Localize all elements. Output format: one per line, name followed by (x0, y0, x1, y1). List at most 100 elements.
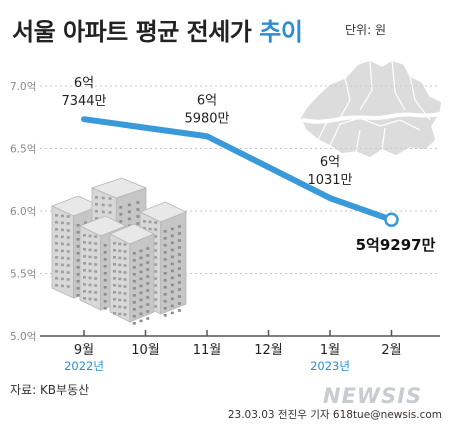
building-window (177, 288, 181, 291)
building-window (136, 208, 140, 211)
building-window (83, 241, 86, 244)
building-window (55, 221, 58, 224)
building-window (60, 221, 64, 225)
y-tick-label: 6.5억 (10, 144, 36, 156)
building-window (154, 249, 158, 252)
building-window (170, 262, 174, 266)
building-window (103, 272, 107, 275)
building-window (170, 227, 174, 231)
building-window (170, 283, 174, 287)
building-window (123, 292, 127, 295)
building-window (123, 243, 127, 246)
building-window (94, 256, 98, 259)
chart-title: 서울 아파트 평균 전세가 추이 (12, 12, 303, 47)
building-window (177, 253, 181, 256)
building-window (94, 242, 98, 245)
building-window (163, 286, 167, 289)
building-window (95, 203, 98, 206)
data-label: 7344만 (61, 94, 106, 109)
building-window (88, 234, 92, 238)
building-window (60, 256, 64, 260)
building-window (163, 307, 167, 310)
series-path (81, 116, 395, 223)
building-window (118, 277, 122, 281)
building-window (94, 291, 98, 294)
building-window (88, 262, 92, 266)
building-window (139, 298, 143, 302)
building-window (177, 239, 181, 242)
building-window (170, 248, 174, 252)
building-window (118, 249, 122, 253)
building-window (60, 277, 64, 281)
building-window (76, 224, 80, 227)
building-window (132, 266, 136, 269)
building-window (94, 235, 98, 238)
building-window (108, 197, 112, 200)
building-window (123, 264, 127, 267)
chart-title-accent: 추이 (259, 18, 303, 46)
building-window (177, 267, 181, 270)
building-window (66, 278, 70, 281)
building-window (76, 231, 80, 234)
building-window (76, 287, 80, 290)
building-window (88, 255, 92, 259)
building-window (177, 309, 181, 312)
building-window (55, 256, 58, 259)
building-window (113, 277, 116, 280)
building-window (60, 263, 64, 267)
building-window (132, 280, 136, 283)
building-window (103, 251, 107, 254)
building-window (118, 284, 122, 288)
building-window (119, 220, 123, 223)
data-label: 5980만 (184, 111, 229, 126)
building-window (76, 280, 80, 283)
building-window (83, 290, 86, 293)
building-window (123, 271, 127, 274)
watermark-logo: NEWSIS (323, 384, 423, 408)
building-window (88, 276, 92, 280)
building-window (139, 249, 143, 253)
building-window (123, 306, 127, 309)
building-window (83, 262, 86, 265)
x-tick-label: 11월 (193, 343, 222, 358)
building-window (101, 210, 105, 214)
building-window (154, 256, 158, 259)
building-window (170, 304, 174, 308)
building-window (60, 284, 64, 288)
building-window (148, 220, 152, 224)
end-point-marker (384, 212, 399, 228)
building-window (66, 271, 70, 274)
building-window (118, 242, 122, 246)
building-window (113, 256, 116, 259)
apartment-building (109, 223, 155, 325)
building-window (127, 217, 131, 221)
building-window (132, 259, 136, 262)
building-window (66, 285, 70, 288)
x-tick-label: 10월 (131, 343, 160, 358)
building-window (118, 291, 122, 295)
building-window (113, 249, 116, 252)
building-window (119, 206, 123, 209)
building-window (118, 263, 122, 267)
building-window (177, 246, 181, 249)
chart-title-main: 서울 아파트 평균 전세가 (12, 18, 252, 46)
building-window (84, 221, 88, 225)
building-window (103, 279, 107, 282)
building-window (163, 237, 167, 240)
building-window (170, 269, 174, 273)
building-window (132, 322, 136, 325)
building-window (118, 270, 122, 274)
building-window (66, 264, 70, 267)
building-window (118, 256, 122, 260)
building-window (132, 308, 136, 311)
building-window (177, 225, 181, 228)
building-window (94, 284, 98, 287)
building-window (148, 227, 152, 231)
x-tick-label: 9월 (74, 343, 94, 358)
building-window (66, 215, 70, 218)
building-window (146, 289, 150, 292)
building-window (55, 214, 58, 217)
building-window (139, 277, 143, 281)
building-window (146, 275, 150, 278)
